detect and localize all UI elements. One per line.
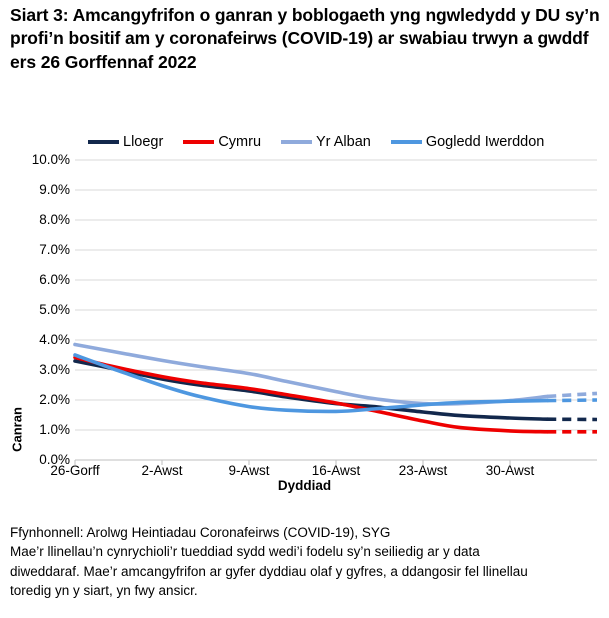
series-line-dashed-yr-alban bbox=[547, 391, 598, 399]
y-axis-tick-label: 7.0% bbox=[39, 242, 70, 257]
legend-item-lloegr[interactable]: Lloegr bbox=[88, 135, 163, 150]
y-axis-tick-label: 10.0% bbox=[31, 152, 70, 167]
series-line-gogledd-iwerddon bbox=[73, 353, 550, 414]
footnote-source: Ffynhonnell: Arolwg Heintiadau Coronafei… bbox=[10, 525, 391, 540]
legend-swatch-gogledd-iwerddon bbox=[390, 140, 422, 144]
chart-plot-area: Canran 0.0% 1.0% 2.0% 3.0% 4.0% 5.0% 6.0% 7.0% 8… bbox=[0, 150, 609, 510]
y-axis-tick-label: 9.0% bbox=[39, 182, 70, 197]
footnote-note-line-1: Mae’r llinellau’n cynrychioli’r tueddiad… bbox=[10, 544, 480, 560]
chart-canvas bbox=[73, 159, 598, 465]
y-axis-tick-label: 0.0% bbox=[39, 452, 70, 467]
x-axis-title: Dyddiad bbox=[277, 478, 332, 493]
legend-label-yr-alban: Yr Alban bbox=[316, 133, 371, 150]
y-axis-tick-label: 6.0% bbox=[39, 272, 70, 287]
y-axis-tick-labels: 0.0% 1.0% 2.0% 3.0% 4.0% 5.0% 6.0% 7.0% 8.0% 9.0%… bbox=[4, 150, 70, 470]
y-axis-tick-label: 1.0% bbox=[39, 422, 70, 437]
legend-label-lloegr: Lloegr bbox=[123, 133, 164, 150]
x-axis-tick-label: 9-Awst bbox=[228, 463, 270, 478]
legend-item-yr-alban[interactable]: Yr Alban bbox=[281, 135, 371, 150]
legend-swatch-yr-alban bbox=[281, 140, 313, 144]
x-axis-tick-label: 2-Awst bbox=[141, 463, 183, 478]
legend-label-gogledd-iwerddon: Gogledd Iwerddon bbox=[425, 133, 545, 150]
page-title: Siart 3: Amcangyfrifon o ganran y boblog… bbox=[10, 5, 600, 72]
y-axis-tick-label: 2.0% bbox=[39, 392, 70, 407]
y-axis-tick-label: 3.0% bbox=[39, 362, 70, 377]
x-axis-tick-label: 30-Awst bbox=[485, 463, 535, 478]
y-axis-tick-label: 5.0% bbox=[39, 302, 70, 317]
legend-swatch-cymru bbox=[183, 140, 215, 144]
series-line-cymru bbox=[73, 355, 550, 434]
x-axis-tick-label: 23-Awst bbox=[398, 463, 448, 478]
y-axis-tick-label: 4.0% bbox=[39, 332, 70, 347]
footnote-note-line-3: toredig yn y siart, yn fwy ansicr. bbox=[10, 583, 198, 599]
footnote-note-line-2: diweddaraf. Mae’r amcangyfrifon ar gyfer… bbox=[10, 563, 528, 579]
legend-swatch-lloegr bbox=[88, 140, 119, 144]
legend-item-gogledd-iwerddon[interactable]: Gogledd Iwerddon bbox=[390, 133, 545, 150]
x-axis-tick-labels: 26-Gorff 2-Awst 9-Awst 16-Awst 23-Awst 30-Aws… bbox=[0, 464, 609, 494]
legend-item-cymru[interactable]: Cymru bbox=[183, 135, 261, 150]
y-axis-tick-label: 8.0% bbox=[39, 212, 70, 227]
chart-legend: Lloegr Cymru Yr Alban Gogledd Iwerddon bbox=[88, 132, 603, 152]
x-axis-tick-label: 16-Awst bbox=[311, 463, 361, 478]
x-axis-tick-label: 26-Gorff bbox=[50, 463, 100, 478]
legend-label-cymru: Cymru bbox=[218, 133, 262, 150]
chart-footnote: Ffynhonnell: Arolwg Heintiadau Coronafei… bbox=[10, 523, 602, 601]
series-line-dashed-gogledd-iwerddon bbox=[547, 398, 598, 403]
